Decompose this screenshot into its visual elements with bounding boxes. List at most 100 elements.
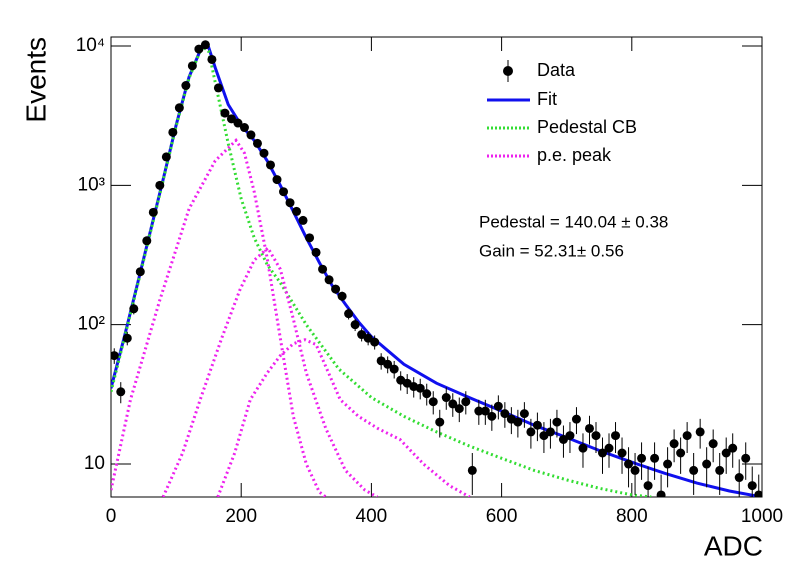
- data-point: [220, 108, 230, 118]
- plot-area: [111, 40, 762, 497]
- data-point: [233, 118, 243, 128]
- data-point: [558, 434, 568, 444]
- data-point: [493, 401, 503, 411]
- data-point: [669, 439, 679, 449]
- pedestal-curve: [111, 44, 652, 497]
- legend-data-marker: [503, 66, 513, 76]
- data-point: [747, 481, 757, 491]
- data-point: [695, 427, 705, 437]
- data-point: [337, 291, 347, 301]
- x-tick-label: 1000: [741, 506, 783, 527]
- data-point: [324, 275, 334, 285]
- y-tick-label: 10²: [78, 314, 105, 335]
- legend: Data Fit Pedestal CB p.e. peak: [487, 60, 637, 165]
- data-point: [272, 175, 282, 185]
- data-point: [155, 180, 165, 190]
- data-point: [532, 420, 542, 430]
- data-point: [344, 309, 354, 319]
- data-point: [187, 61, 197, 71]
- data-point: [181, 81, 191, 91]
- data-point: [448, 399, 458, 409]
- data-point: [279, 187, 289, 197]
- data-point: [728, 443, 738, 453]
- data-point: [422, 389, 432, 399]
- data-point: [604, 443, 614, 453]
- pe-peak-curve: [111, 138, 327, 497]
- data-point: [578, 443, 588, 453]
- legend-label: Pedestal CB: [537, 117, 637, 137]
- x-tick-label: 200: [225, 506, 257, 527]
- data-point: [519, 409, 529, 419]
- data-point: [611, 431, 621, 441]
- data-point: [584, 423, 594, 433]
- y-tick-label: 10⁴: [76, 35, 105, 56]
- data-point: [142, 236, 152, 246]
- data-point: [676, 448, 686, 458]
- data-point: [474, 406, 484, 416]
- data-point: [174, 103, 184, 113]
- data-point: [591, 431, 601, 441]
- data-point: [441, 393, 451, 403]
- plot-frame: [110, 36, 763, 498]
- data-point: [643, 481, 653, 491]
- y-axis-label: Events: [20, 37, 51, 123]
- data-point: [656, 490, 666, 497]
- data-point: [715, 465, 725, 475]
- data-point: [500, 409, 510, 419]
- data-point: [513, 417, 523, 427]
- data-point: [461, 397, 471, 407]
- x-tick-label: 600: [486, 506, 518, 527]
- data-point: [305, 233, 315, 243]
- data-point: [318, 264, 328, 274]
- data-point: [168, 127, 178, 137]
- data-point: [545, 427, 555, 437]
- data-point: [689, 465, 699, 475]
- data-point: [265, 160, 275, 170]
- data-point: [161, 152, 171, 162]
- data-point: [207, 54, 217, 64]
- data-point: [637, 453, 647, 463]
- data-point: [389, 364, 399, 374]
- data-point: [252, 138, 262, 148]
- data-point: [200, 40, 210, 50]
- pe-peak-curve: [216, 338, 471, 497]
- data-point: [708, 439, 718, 449]
- data-point: [454, 404, 464, 414]
- data-point: [721, 448, 731, 458]
- data-point: [565, 431, 575, 441]
- data-point: [116, 387, 126, 397]
- legend-label: p.e. peak: [537, 145, 612, 165]
- data-point: [663, 459, 673, 469]
- data-point: [526, 427, 536, 437]
- data-point: [350, 320, 360, 330]
- data-point: [741, 453, 751, 463]
- data-point: [363, 333, 373, 343]
- data-point: [571, 414, 581, 424]
- data-point: [630, 465, 640, 475]
- data-point: [734, 473, 744, 483]
- x-tick-label: 400: [356, 506, 388, 527]
- data-point: [650, 453, 660, 463]
- data-point: [624, 459, 634, 469]
- data-point: [370, 337, 380, 347]
- data-point: [617, 448, 627, 458]
- annotation: Pedestal = 140.04 ± 0.38: [479, 212, 668, 231]
- data-point: [435, 417, 445, 427]
- x-tick-label: 800: [616, 506, 648, 527]
- annotation: Gain = 52.31± 0.56: [479, 241, 624, 260]
- y-tick-label: 10³: [78, 174, 105, 195]
- data-point: [702, 459, 712, 469]
- data-point: [383, 359, 393, 369]
- data-point: [213, 83, 223, 93]
- data-point: [285, 198, 295, 208]
- data-point: [259, 148, 269, 158]
- data-point: [298, 215, 308, 225]
- data-point: [292, 206, 302, 216]
- data-point: [754, 490, 762, 497]
- data-point: [428, 397, 438, 407]
- data-point: [480, 406, 490, 416]
- y-tick-label: 10: [84, 453, 105, 474]
- pe-peak-curve: [161, 245, 379, 497]
- data-point: [194, 44, 204, 54]
- data-point: [148, 207, 158, 217]
